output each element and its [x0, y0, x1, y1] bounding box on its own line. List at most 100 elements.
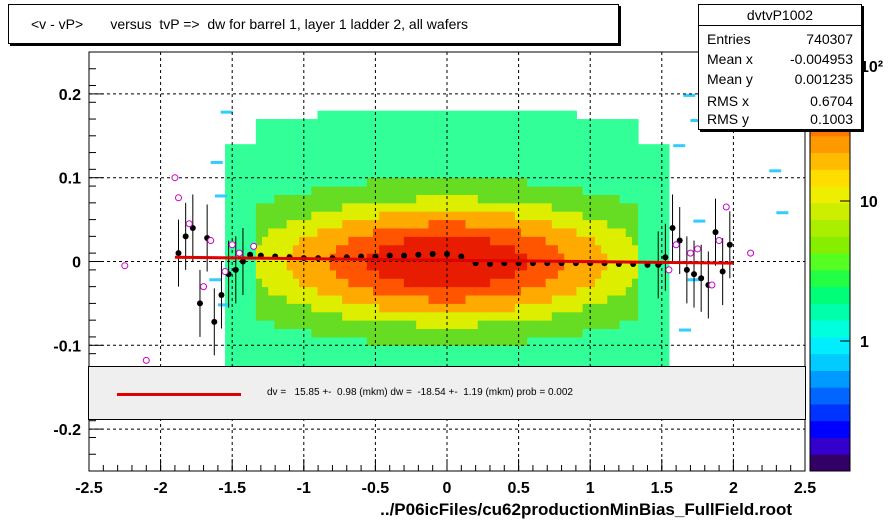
heatmap-cell — [422, 160, 430, 170]
heatmap-cell — [594, 286, 602, 296]
heatmap-cell — [496, 320, 503, 330]
heatmap-cell — [225, 177, 232, 187]
heatmap-cell — [613, 236, 621, 246]
heatmap-cell — [644, 353, 651, 363]
heatmap-cell — [280, 194, 288, 204]
heatmap-cell — [366, 345, 374, 355]
heatmap-cell — [471, 135, 479, 145]
heatmap-cell — [613, 278, 621, 288]
heatmap-cell — [539, 261, 547, 271]
heatmap-cell — [601, 160, 608, 170]
heatmap-cell — [601, 311, 608, 321]
heatmap-cell — [564, 202, 571, 212]
heatmap-cell — [545, 110, 553, 120]
heatmap-cell — [576, 186, 584, 195]
heatmap-cell — [323, 353, 331, 363]
heatmap-cell — [416, 144, 423, 154]
heatmap-cell — [385, 336, 393, 346]
heatmap-cell — [471, 211, 479, 221]
profile-point — [726, 241, 733, 248]
heatmap-cell — [625, 144, 633, 154]
heatmap-cell — [570, 295, 577, 304]
heatmap-cell — [268, 169, 275, 179]
heatmap-cell — [570, 311, 577, 321]
heatmap-cell — [342, 119, 349, 128]
heatmap-cell — [323, 135, 331, 145]
heatmap-cell — [644, 194, 651, 204]
heatmap-cell — [662, 311, 670, 321]
heatmap-cell — [329, 211, 337, 221]
heatmap-cell — [619, 144, 627, 154]
heatmap-cell — [644, 278, 651, 288]
heatmap-cell — [336, 278, 343, 288]
heatmap-cell — [249, 219, 257, 229]
heatmap-cell — [502, 244, 510, 254]
heatmap-cell — [520, 286, 528, 296]
heatmap-cell — [348, 152, 356, 162]
heatmap-cell — [545, 353, 553, 363]
heatmap-cell — [625, 261, 633, 271]
heatmap-cell — [366, 253, 374, 262]
heatmap-cell — [231, 278, 238, 288]
heatmap-cell — [490, 345, 497, 355]
heatmap-cell — [619, 227, 627, 237]
heatmap-cell — [274, 177, 282, 187]
heatmap-cell — [459, 278, 466, 288]
heatmap-cell — [551, 119, 559, 128]
heatmap-cell — [601, 278, 608, 288]
heatmap-cell — [619, 236, 627, 246]
heatmap-cell — [255, 186, 263, 195]
heatmap-cell — [440, 169, 448, 179]
heatmap-cell — [490, 227, 497, 237]
heatmap-cell — [403, 336, 411, 346]
heatmap-cell — [336, 236, 343, 246]
heatmap-cell — [588, 278, 596, 288]
heatmap-cell — [557, 160, 565, 170]
heatmap-cell — [440, 194, 448, 204]
heatmap-cell — [564, 236, 571, 246]
heatmap-cell — [373, 119, 380, 128]
heatmap-cell — [625, 311, 633, 321]
heatmap-cell — [373, 135, 380, 145]
heatmap-cell — [268, 219, 275, 229]
heatmap-cell — [477, 194, 485, 204]
stat-row-rms-x: RMS x 0.6704 — [707, 91, 853, 111]
heatmap-cell — [644, 253, 651, 262]
heatmap-cell — [323, 236, 331, 246]
heatmap-cell — [428, 194, 436, 204]
heatmap-cell — [299, 202, 306, 212]
profile-point — [182, 233, 189, 240]
heatmap-cell — [305, 135, 312, 145]
heatmap-cell — [625, 211, 633, 221]
heatmap-cell — [539, 236, 547, 246]
heatmap-cell — [588, 345, 596, 355]
heatmap-cell — [373, 269, 380, 279]
heatmap-cell — [342, 127, 349, 137]
heatmap-cell — [249, 152, 257, 162]
heatmap-cell — [557, 320, 565, 330]
heatmap-cell — [588, 261, 596, 271]
heatmap-cell — [582, 160, 590, 170]
heatmap-cell — [366, 353, 374, 363]
heatmap-cell — [231, 320, 238, 330]
heatmap-cell — [305, 219, 312, 229]
heatmap-cell — [268, 202, 275, 212]
heatmap-cell — [280, 236, 288, 246]
heatmap-cell — [299, 169, 306, 179]
heatmap-cell — [243, 311, 251, 321]
heatmap-cell — [650, 186, 658, 195]
heatmap-cell — [631, 303, 639, 313]
heatmap-cell — [520, 127, 528, 137]
heatmap-cell — [576, 278, 584, 288]
heatmap-cell — [527, 194, 534, 204]
heatmap-cell — [410, 186, 417, 195]
heatmap-cell — [496, 295, 503, 304]
heatmap-cell — [490, 311, 497, 321]
heatmap-cell — [410, 127, 417, 137]
heatmap-cell — [453, 227, 460, 237]
heatmap-cell — [539, 202, 547, 212]
heatmap-cell — [564, 353, 571, 363]
heatmap-cell — [385, 152, 393, 162]
heatmap-cell — [280, 353, 288, 363]
heatmap-cell — [520, 311, 528, 321]
